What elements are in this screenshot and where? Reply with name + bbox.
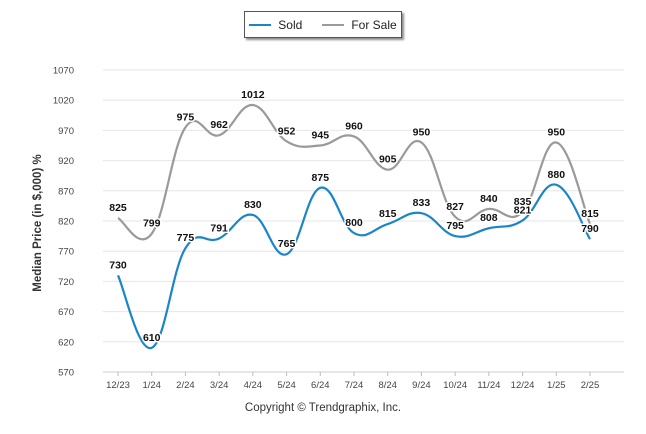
- legend-swatch-for-sale: [322, 23, 345, 26]
- data-label-for-sale: 905: [379, 154, 397, 166]
- data-label-for-sale: 950: [548, 126, 566, 138]
- data-label-sold: 833: [413, 197, 431, 209]
- data-label-sold: 830: [244, 199, 262, 211]
- data-label-sold: 765: [278, 238, 296, 250]
- y-tick-label: 1070: [53, 66, 74, 77]
- legend-item-sold[interactable]: Sold: [249, 18, 302, 32]
- legend-label-for-sale: For Sale: [351, 17, 397, 32]
- data-label-sold: 730: [109, 259, 127, 271]
- data-label-sold: 815: [379, 208, 397, 220]
- x-tick-label: 2/25: [581, 380, 600, 391]
- copyright-footer: Copyright © Trendgraphix, Inc.: [244, 402, 402, 414]
- series-line-for-sale: [117, 103, 592, 241]
- y-tick-label: 770: [58, 247, 74, 258]
- data-label-for-sale: 825: [109, 202, 127, 214]
- data-label-for-sale: 950: [413, 126, 431, 138]
- y-tick-label: 670: [58, 307, 74, 318]
- x-tick-label: 8/24: [378, 380, 397, 391]
- data-label-sold: 790: [581, 223, 599, 235]
- data-label-for-sale: 1012: [241, 89, 265, 101]
- legend: Sold For Sale: [244, 11, 402, 38]
- data-label-for-sale: 840: [480, 193, 498, 205]
- x-tick-label: 1/25: [547, 380, 566, 391]
- series-line-sold: [116, 183, 591, 349]
- y-tick-label: 920: [58, 156, 74, 167]
- data-label-for-sale: 945: [312, 130, 330, 142]
- y-tick-label: 620: [58, 337, 74, 348]
- data-label-for-sale: 952: [278, 125, 296, 137]
- data-label-sold: 808: [480, 212, 498, 224]
- data-label-sold: 610: [143, 332, 161, 344]
- x-tick-label: 11/24: [477, 380, 500, 391]
- x-tick-label: 1/24: [142, 380, 161, 391]
- data-label-sold: 800: [345, 217, 363, 229]
- data-label-for-sale: 962: [210, 119, 228, 131]
- x-tick-label: 6/24: [311, 380, 330, 391]
- x-tick-label: 10/24: [443, 380, 467, 391]
- legend-label-sold: Sold: [278, 17, 303, 32]
- data-label-sold: 880: [548, 169, 566, 181]
- y-tick-label: 570: [58, 368, 74, 379]
- data-label-sold: 791: [210, 223, 228, 235]
- y-tick-label: 820: [58, 217, 74, 228]
- y-tick-label: 970: [58, 126, 74, 137]
- x-tick-label: 9/24: [412, 380, 431, 391]
- y-tick-label: 870: [58, 186, 74, 197]
- legend-item-for-sale[interactable]: For Sale: [322, 17, 397, 32]
- x-tick-label: 2/24: [176, 380, 195, 391]
- data-label-for-sale: 815: [581, 208, 599, 220]
- legend-swatch-sold: [249, 23, 272, 26]
- data-label-sold: 875: [312, 172, 330, 184]
- y-tick-label: 1020: [53, 96, 74, 107]
- y-tick-label: 720: [58, 277, 74, 288]
- x-tick-label: 4/24: [244, 380, 263, 391]
- y-axis-label: Median Price (in $,000) %: [32, 154, 44, 291]
- x-tick-label: 5/24: [277, 380, 296, 391]
- data-label-sold: 821: [514, 204, 532, 216]
- data-label-for-sale: 960: [345, 120, 363, 132]
- x-tick-label: 3/24: [210, 380, 229, 391]
- x-tick-label: 12/23: [106, 380, 130, 391]
- data-label-sold: 775: [177, 232, 195, 244]
- data-label-for-sale: 835: [514, 196, 532, 208]
- data-label-for-sale: 827: [446, 201, 464, 213]
- data-label-for-sale: 975: [177, 111, 195, 123]
- data-label-sold: 795: [446, 220, 464, 232]
- x-tick-label: 7/24: [345, 380, 364, 391]
- data-label-for-sale: 799: [143, 218, 161, 230]
- x-tick-label: 12/24: [511, 380, 535, 391]
